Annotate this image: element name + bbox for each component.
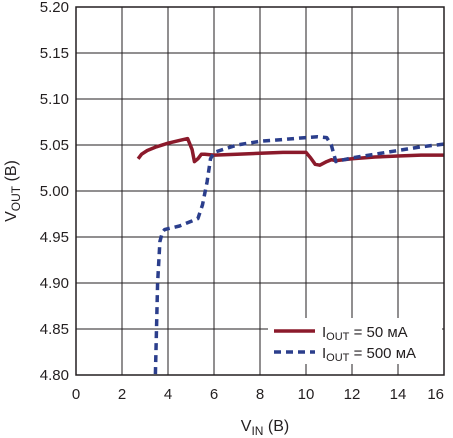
x-axis-title: VIN (B) [241,418,289,438]
x-axis-title-unit: (B) [263,418,289,435]
x-tick-label: 12 [344,386,361,403]
y-tick-label: 4.85 [40,321,69,338]
y-tick-label: 5.15 [40,45,69,62]
series-lines [136,134,445,375]
y-axis-title: VOUT (B) [3,160,23,222]
y-tick-label: 5.05 [40,137,69,154]
y-axis-title-unit: (B) [3,160,20,186]
x-tick-label: 10 [298,386,315,403]
legend-label-500ma: IOUT = 500 мA [322,345,416,364]
y-axis-title-sub: OUT [9,185,23,211]
y-tick-label: 5.20 [40,0,69,16]
series-line-500ma [153,134,445,375]
x-tick-label: 2 [118,386,126,403]
legend: IOUT = 50 мA IOUT = 500 мA [268,318,442,364]
plot-border [75,6,445,376]
x-axis-title-sub: IN [251,424,263,438]
legend-label-50ma: IOUT = 50 мA [322,324,408,343]
grid-lines [76,7,444,375]
x-tick-label: 0 [72,386,80,403]
x-axis-title-main: V [241,418,252,435]
x-tick-label: 8 [256,386,264,403]
y-axis-title-main: V [3,211,20,222]
y-tick-label: 4.90 [40,275,69,292]
y-tick-labels: 4.80 4.85 4.90 4.95 5.00 5.05 5.10 5.15 5.20 [40,0,69,384]
legend-background [268,318,442,364]
y-tick-label: 4.80 [40,367,69,384]
x-tick-label: 6 [210,386,218,403]
x-tick-label: 14 [390,386,407,403]
y-tick-label: 4.95 [40,229,69,246]
y-tick-label: 5.00 [40,183,69,200]
x-tick-labels: 0 2 4 6 8 10 12 14 16 [72,386,444,403]
x-tick-label: 4 [164,386,172,403]
y-tick-label: 5.10 [40,91,69,108]
x-tick-label: 16 [427,386,444,403]
